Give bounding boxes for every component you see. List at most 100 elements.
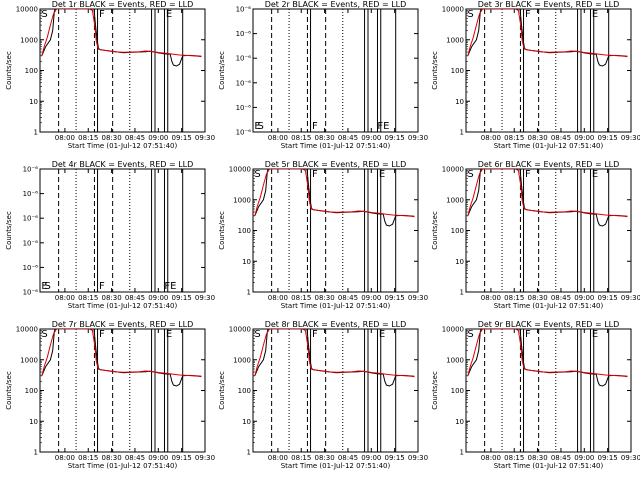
flag-mark: S [44,281,50,292]
y-tick-label: 1 [34,449,38,457]
x-tick-label: 08:45 [338,454,358,462]
x-tick-label: 08:00 [268,134,288,142]
x-tick-label: 09:15 [172,294,192,302]
flag-mark: S [467,329,473,340]
panel-title: Det 2r BLACK = Events, RED = LLD [265,0,407,9]
events-series-line [467,169,628,227]
events-series-line [254,169,415,227]
x-tick-label: 08:15 [78,454,98,462]
x-tick-label: 08:30 [315,294,335,302]
y-tick-label: 10000 [16,6,38,14]
panel-title: Det 4r BLACK = Events, RED = LLD [52,160,194,169]
y-axis-label: Counts/sec [5,211,13,250]
lld-series-line [254,169,415,218]
detector-panel-5: Det 5r BLACK = Events, RED = LLD 08:00 08:… [213,160,428,320]
x-tick-label: 08:00 [55,294,75,302]
x-tick-label: 09:15 [172,134,192,142]
y-tick-label: 1000 [446,36,464,44]
flag-mark: E [379,329,385,340]
x-tick-label: 09:00 [148,454,168,462]
y-tick-label: 1 [460,129,464,137]
lld-series-line [254,329,415,378]
y-tick-label: 10 [242,258,251,266]
x-tick-label: 09:15 [385,294,405,302]
x-tick-label: 08:30 [102,294,122,302]
flag-mark: F [312,169,318,180]
x-axis-label: Start Time (01-Jul-12 07:51:40) [68,462,178,470]
x-tick-label: 08:45 [551,294,571,302]
x-axis-label: Start Time (01-Jul-12 07:51:40) [494,142,604,150]
y-tick-label: 100 [451,227,464,235]
x-tick-label: 09:00 [148,134,168,142]
x-axis-label: Start Time (01-Jul-12 07:51:40) [281,462,391,470]
panel-title: Det 7r BLACK = Events, RED = LLD [52,320,194,329]
flag-mark: S [41,329,47,340]
events-series-line [254,329,415,387]
y-tick-label: 10⁻⁶ [236,129,252,137]
flag-mark: E [592,9,598,20]
plot-frame [252,328,419,453]
x-tick-label: 09:00 [574,134,594,142]
y-axis-label: Counts/sec [218,371,226,410]
y-tick-label: 100 [238,387,251,395]
flag-mark: FE [164,281,176,292]
y-tick-label: 10⁻⁶ [236,104,252,112]
y-tick-label: 10⁻⁶ [23,190,39,198]
x-axis-label: Start Time (01-Jul-12 07:51:40) [494,462,604,470]
x-tick-label: 09:15 [385,134,405,142]
x-tick-label: 08:30 [528,454,548,462]
lld-series-line [41,9,202,58]
x-tick-label: 09:00 [574,294,594,302]
x-tick-label: 08:45 [338,134,358,142]
x-tick-label: 09:30 [408,134,428,142]
y-tick-label: 10⁻⁶ [23,289,39,297]
y-tick-label: 10 [455,418,464,426]
x-tick-label: 08:45 [125,134,145,142]
x-tick-label: 09:30 [195,294,215,302]
y-tick-label: 100 [25,387,38,395]
y-tick-label: 1000 [20,356,38,364]
flag-mark: E [166,9,172,20]
detector-panel-2: Det 2r BLACK = Events, RED = LLD 08:00 08:… [213,0,428,160]
x-tick-label: 08:15 [291,454,311,462]
x-tick-label: 08:00 [268,294,288,302]
events-series-line [467,9,628,67]
x-tick-label: 08:45 [125,454,145,462]
y-tick-label: 10⁻⁶ [23,239,39,247]
flag-mark: F [99,281,105,292]
y-tick-label: 10 [29,418,38,426]
x-tick-label: 08:00 [268,454,288,462]
x-tick-label: 09:30 [195,134,215,142]
y-tick-label: 10⁻⁶ [23,264,39,272]
y-axis-label: Counts/sec [431,211,439,250]
x-tick-label: 08:15 [504,294,524,302]
x-tick-label: 08:45 [338,294,358,302]
x-tick-label: 08:15 [291,294,311,302]
flag-mark: S [41,9,47,20]
detector-plot: Det 4r BLACK = Events, RED = LLD 08:00 08:… [5,160,215,310]
y-tick-label: 10 [29,98,38,106]
y-tick-label: 10000 [442,326,464,334]
x-tick-label: 09:30 [621,134,640,142]
flag-mark: S [467,169,473,180]
x-tick-label: 08:15 [291,134,311,142]
y-tick-label: 1 [247,289,251,297]
panel-title: Det 5r BLACK = Events, RED = LLD [265,160,407,169]
x-tick-label: 09:30 [621,294,640,302]
y-tick-label: 1 [247,449,251,457]
x-tick-label: 08:30 [102,454,122,462]
y-axis-label: Counts/sec [431,371,439,410]
plot-frame [465,168,632,293]
flag-mark: E [379,169,385,180]
x-tick-label: 09:30 [408,454,428,462]
events-series-line [467,329,628,387]
y-axis-label: Counts/sec [5,51,13,90]
panel-title: Det 8r BLACK = Events, RED = LLD [265,320,407,329]
x-axis-label: Start Time (01-Jul-12 07:51:40) [281,302,391,310]
